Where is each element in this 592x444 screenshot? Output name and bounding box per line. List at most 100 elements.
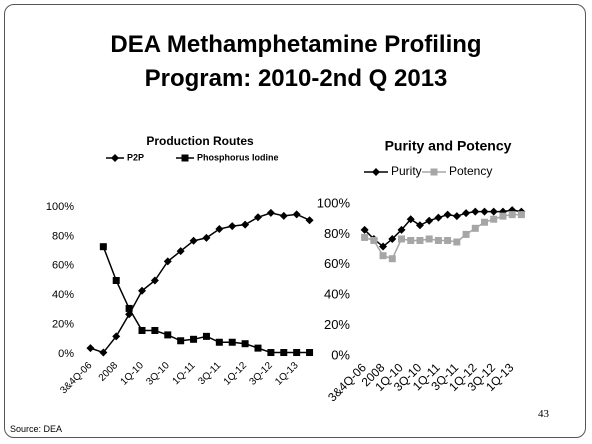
data-point — [398, 235, 405, 243]
page-number: 43 — [538, 408, 549, 420]
x-tick-label: 3Q-12 — [247, 360, 275, 388]
data-point — [125, 304, 133, 312]
x-tick-label: 2008 — [97, 360, 121, 384]
data-point — [228, 338, 236, 346]
data-point — [379, 252, 387, 260]
data-point — [241, 340, 249, 348]
data-point — [453, 238, 461, 246]
x-tick-label: 3Q-10 — [144, 360, 172, 388]
y-tick-label: 100% — [46, 201, 74, 213]
data-point — [86, 344, 95, 353]
slide-frame — [4, 4, 586, 438]
data-point — [266, 208, 275, 217]
chart-title: Production Routes — [146, 134, 254, 148]
data-point — [202, 233, 211, 242]
data-point — [490, 215, 498, 223]
data-point — [112, 332, 121, 341]
source-note: Source: DEA — [10, 424, 63, 434]
data-point — [138, 286, 146, 295]
data-point — [177, 337, 185, 345]
data-point — [254, 213, 262, 222]
data-point — [215, 225, 224, 234]
data-point — [434, 236, 442, 244]
data-point — [151, 326, 159, 334]
data-point — [254, 344, 262, 352]
data-point — [361, 233, 369, 241]
data-point — [397, 225, 406, 234]
legend-label: Potency — [449, 164, 492, 178]
y-tick-label: 20% — [52, 319, 74, 331]
data-point — [462, 209, 471, 218]
legend-marker — [111, 154, 119, 162]
data-point — [480, 207, 489, 216]
data-point — [508, 211, 516, 219]
data-point — [267, 349, 275, 357]
data-point — [228, 222, 237, 231]
data-point — [471, 207, 480, 216]
data-point — [443, 210, 452, 219]
y-tick-label: 60% — [324, 256, 350, 271]
data-point — [176, 247, 185, 256]
data-point — [425, 216, 434, 225]
x-tick-label: 1Q-10 — [119, 360, 147, 388]
data-point — [415, 221, 424, 230]
data-point — [190, 335, 198, 343]
data-point — [481, 218, 488, 226]
legend-label: P2P — [127, 152, 144, 162]
data-point — [388, 255, 396, 263]
y-tick-label: 40% — [324, 287, 350, 302]
data-point — [471, 224, 479, 232]
data-point — [444, 236, 452, 244]
y-tick-label: 100% — [317, 195, 351, 210]
data-point — [99, 348, 108, 357]
data-point — [517, 211, 525, 219]
data-point — [388, 234, 397, 243]
y-tick-label: 0% — [58, 348, 74, 360]
series-line — [364, 213, 522, 260]
data-point — [379, 242, 388, 251]
data-point — [279, 211, 288, 220]
series-line — [90, 212, 310, 354]
slide-title: DEA Methamphetamine Profiling Program: 2… — [110, 31, 482, 92]
data-point — [462, 230, 470, 238]
data-point — [215, 338, 223, 346]
data-point — [189, 236, 198, 245]
x-tick-label: 3Q-11 — [196, 360, 223, 387]
data-point — [489, 207, 498, 216]
data-point — [293, 349, 301, 357]
y-tick-label: 60% — [52, 260, 74, 272]
y-tick-label: 80% — [52, 230, 74, 242]
legend-marker — [430, 168, 438, 176]
data-point — [306, 349, 314, 357]
data-point — [499, 212, 507, 220]
x-tick-label: 1Q-11 — [171, 360, 198, 387]
x-tick-label: 1Q-12 — [222, 360, 250, 388]
data-point — [280, 349, 288, 357]
data-point — [360, 225, 369, 234]
legend-marker — [181, 154, 189, 162]
data-point — [292, 210, 301, 219]
x-tick-label: 1Q-13 — [273, 360, 301, 388]
data-point — [138, 326, 146, 334]
chart-title: Purity and Potency — [385, 138, 512, 154]
data-point — [163, 257, 172, 266]
data-point — [305, 216, 314, 225]
x-tick-label: 3&4Q-06 — [58, 360, 94, 396]
legend-label: Phosphorus Iodine — [197, 152, 279, 162]
data-point — [416, 236, 424, 244]
legend-label: Purity — [391, 164, 422, 178]
data-point — [406, 215, 415, 224]
data-point — [112, 277, 120, 284]
data-point — [241, 220, 250, 229]
data-point — [202, 332, 210, 340]
data-point — [425, 235, 433, 243]
y-tick-label: 40% — [52, 289, 74, 301]
data-point — [150, 276, 159, 285]
data-point — [452, 212, 461, 221]
data-point — [370, 236, 378, 244]
y-tick-label: 80% — [324, 226, 350, 241]
y-tick-label: 20% — [324, 317, 350, 332]
data-point — [164, 331, 172, 339]
data-point — [407, 236, 415, 244]
